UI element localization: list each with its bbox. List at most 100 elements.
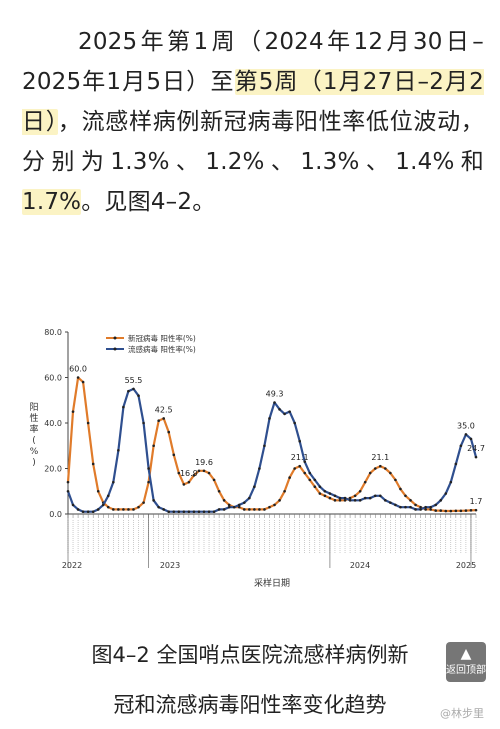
legend-label: 流感病毒 阳性率(%) — [128, 344, 196, 354]
data-point — [378, 464, 382, 468]
data-point — [81, 380, 85, 384]
data-point — [212, 478, 216, 482]
data-label: 21.1 — [371, 453, 389, 462]
data-point — [389, 471, 392, 475]
y-tick-label: 40.0 — [44, 419, 62, 428]
data-point — [207, 510, 211, 514]
legend-label: 新冠病毒 阳性率(%) — [128, 333, 196, 343]
data-label: 60.0 — [69, 365, 87, 374]
watermark: @林步里 — [440, 707, 484, 720]
data-point — [86, 421, 90, 425]
data-point — [399, 487, 402, 491]
data-point — [404, 505, 407, 509]
data-point — [96, 489, 100, 493]
data-point — [152, 499, 155, 502]
data-point — [414, 508, 417, 511]
data-point — [288, 476, 291, 479]
data-point — [419, 505, 422, 509]
data-point — [469, 509, 473, 512]
data-point — [343, 496, 347, 500]
data-label: 55.5 — [125, 376, 143, 385]
data-point — [217, 508, 221, 511]
data-label: 49.3 — [266, 390, 284, 399]
data-point — [101, 503, 105, 507]
highlighted-text[interactable]: 1.7% — [22, 189, 82, 215]
data-point — [429, 508, 432, 511]
data-point — [434, 509, 438, 512]
data-point — [464, 509, 468, 512]
data-point — [142, 421, 145, 425]
data-point — [248, 496, 251, 500]
data-point — [258, 508, 261, 511]
data-point — [353, 499, 357, 502]
data-point — [112, 508, 115, 511]
data-point — [363, 480, 367, 484]
data-point — [106, 505, 110, 509]
data-point — [358, 489, 362, 493]
series-line-0 — [66, 376, 477, 513]
data-point — [258, 467, 261, 470]
data-point — [358, 499, 362, 502]
y-axis-label-char: 性 — [29, 412, 38, 424]
data-point — [409, 505, 412, 509]
data-point — [237, 503, 241, 507]
data-point — [333, 494, 337, 498]
data-point — [187, 510, 191, 514]
data-point — [399, 505, 402, 509]
data-label: 19.6 — [195, 458, 213, 467]
data-point — [132, 387, 135, 391]
data-point — [273, 401, 276, 404]
data-point — [253, 485, 256, 488]
data-point — [96, 508, 100, 511]
data-point — [117, 508, 120, 511]
data-point — [157, 419, 160, 423]
data-point — [112, 480, 115, 484]
data-point — [172, 453, 176, 457]
data-point — [288, 410, 291, 413]
data-point — [122, 508, 125, 511]
data-point — [182, 483, 186, 486]
y-tick-label: 20.0 — [44, 465, 62, 474]
year-label: 2024 — [350, 561, 370, 570]
back-to-top-button[interactable]: ▲ 返回顶部 — [446, 642, 486, 682]
data-point — [217, 489, 221, 493]
chart-axes: 0.0 20.0 40.0 60.0 80.0 阳性率(%) 2022 2023 2024 202… — [29, 328, 477, 589]
data-point — [384, 467, 387, 470]
data-point — [444, 509, 448, 513]
data-point — [293, 467, 296, 470]
data-point — [212, 510, 216, 514]
data-point — [227, 503, 231, 507]
data-point — [253, 508, 256, 511]
data-point — [117, 449, 120, 452]
data-point — [328, 492, 332, 495]
data-point — [137, 505, 140, 509]
data-label: 35.0 — [457, 421, 475, 430]
data-point — [424, 508, 427, 511]
data-point — [268, 417, 271, 420]
data-point — [86, 510, 90, 514]
data-point — [373, 494, 377, 498]
data-point — [157, 505, 160, 509]
data-point — [278, 408, 281, 411]
data-point — [308, 471, 312, 475]
positivity-rate-chart: 0.0 20.0 40.0 60.0 80.0 阳性率(%) 2022 2023 2024 202… — [20, 318, 488, 598]
data-point — [343, 499, 347, 502]
data-point — [197, 510, 201, 514]
data-point — [454, 462, 458, 466]
data-point — [222, 499, 226, 502]
data-point — [404, 494, 407, 498]
data-point — [162, 417, 166, 420]
data-point — [242, 501, 246, 504]
data-point — [127, 508, 130, 511]
data-point — [132, 508, 135, 511]
data-point — [182, 510, 186, 514]
data-point — [207, 471, 211, 475]
text-segment: 。见图4–2。 — [81, 189, 216, 215]
data-point — [106, 494, 110, 498]
data-point — [81, 510, 85, 514]
data-point — [318, 492, 322, 495]
data-label: 21.1 — [291, 453, 309, 462]
article-paragraph: 2025年第1周（2024年12月30日–2025年1月5日）至第5周（1月27… — [22, 22, 485, 222]
data-point — [237, 505, 241, 509]
data-point — [313, 478, 317, 482]
